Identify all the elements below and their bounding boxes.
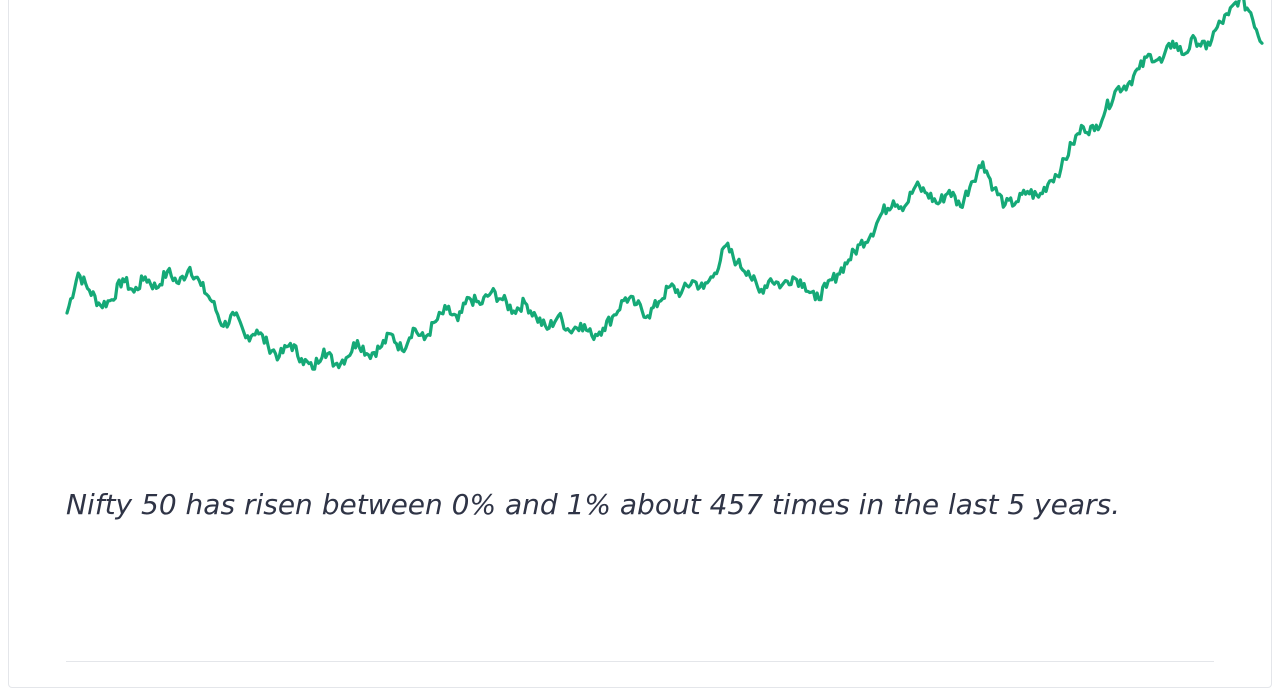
chart-card: [8, 0, 1272, 688]
series-line: [65, 0, 1264, 371]
chart-caption: Nifty 50 has risen between 0% and 1% abo…: [66, 488, 1121, 521]
divider: [66, 661, 1214, 662]
nifty-50-line-chart: [65, 0, 1264, 371]
